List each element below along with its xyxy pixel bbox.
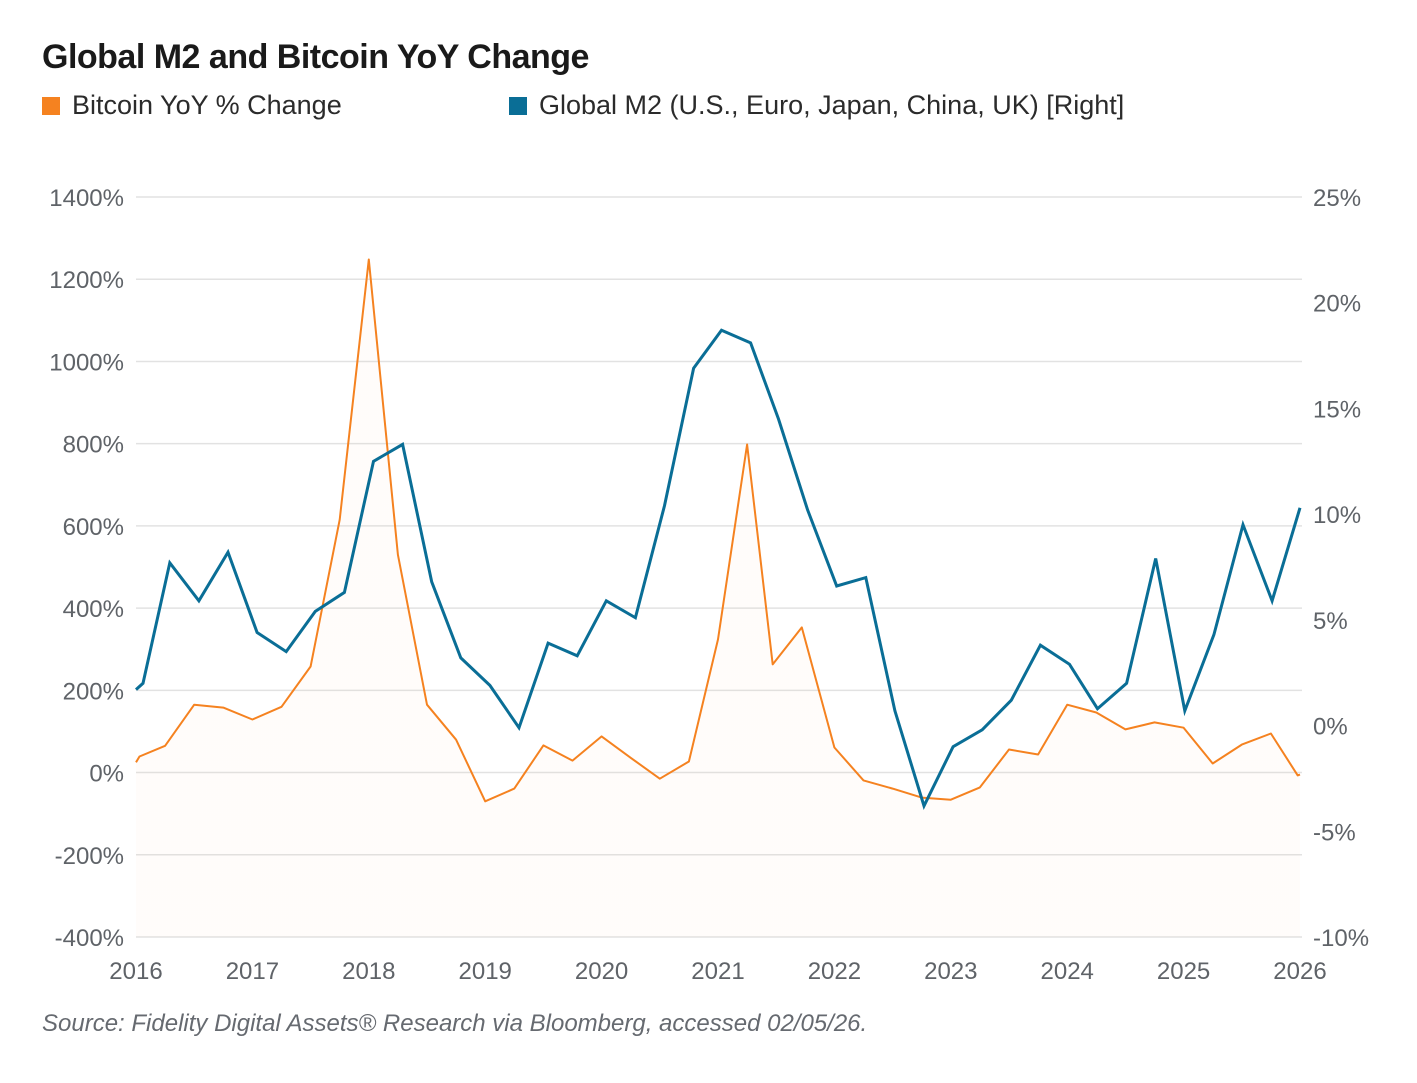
chart-title: Global M2 and Bitcoin YoY Change (42, 38, 589, 76)
source-note: Source: Fidelity Digital Assets® Researc… (42, 1010, 868, 1037)
x-axis-tick-label: 2021 (691, 958, 744, 985)
x-axis-tick-label: 2020 (575, 958, 628, 985)
left-axis-tick-label: -200% (55, 843, 124, 870)
left-axis-tick-label: 800% (63, 432, 124, 459)
left-axis-tick-label: 1200% (49, 267, 124, 294)
right-axis-tick-label: -5% (1313, 819, 1356, 846)
right-axis-tick-label: 10% (1313, 502, 1361, 529)
series-lines-layer (134, 258, 1302, 810)
right-axis-tick-label: 15% (1313, 396, 1361, 423)
right-axis-tick-label: -10% (1313, 925, 1369, 952)
bitcoin-area-fill (136, 259, 1300, 937)
left-axis-tick-label: 1000% (49, 349, 124, 376)
left-axis-tick-label: 600% (63, 514, 124, 541)
x-axis-tick-label: 2025 (1157, 958, 1210, 985)
legend-label-bitcoin: Bitcoin YoY % Change (72, 90, 342, 120)
legend-item-bitcoin: Bitcoin YoY % Change (42, 90, 342, 121)
right-axis: 25% 20% 15% 10% 5% 0% -5% -10% (1313, 185, 1369, 952)
x-axis-tick-label: 2023 (924, 958, 977, 985)
bitcoin-area-layer (136, 259, 1300, 937)
left-axis: 1400% 1200% 1000% 800% 600% 400% 200% 0% -200% -4… (49, 185, 124, 952)
x-axis-tick-label: 2017 (226, 958, 279, 985)
right-axis-tick-label: 5% (1313, 608, 1348, 635)
right-axis-tick-label: 0% (1313, 714, 1348, 741)
legend-swatch-bitcoin (42, 96, 60, 115)
legend: Bitcoin YoY % Change Global M2 (U.S., Eu… (42, 90, 1342, 126)
x-axis-tick-label: 2022 (808, 958, 861, 985)
x-axis: 2016 2017 2018 2019 2020 2021 2022 2023 2024 2025… (109, 958, 1326, 985)
bitcoin-line (135, 258, 1301, 803)
left-axis-tick-label: 1400% (49, 185, 124, 212)
x-axis-tick-label: 2019 (459, 958, 512, 985)
global-m2-line (134, 328, 1302, 810)
legend-item-global-m2: Global M2 (U.S., Euro, Japan, China, UK)… (509, 90, 1124, 121)
left-axis-tick-label: 400% (63, 596, 124, 623)
legend-label-global-m2: Global M2 (U.S., Euro, Japan, China, UK)… (539, 90, 1125, 120)
right-axis-tick-label: 25% (1313, 185, 1361, 212)
legend-swatch-global-m2 (509, 96, 527, 115)
x-axis-tick-label: 2026 (1273, 958, 1326, 985)
left-axis-tick-label: 0% (89, 761, 124, 788)
x-axis-tick-label: 2016 (109, 958, 162, 985)
right-axis-tick-label: 20% (1313, 291, 1361, 318)
left-axis-tick-label: -400% (55, 925, 124, 952)
x-axis-tick-label: 2018 (342, 958, 395, 985)
x-axis-tick-label: 2024 (1041, 958, 1094, 985)
left-axis-tick-label: 200% (63, 678, 124, 705)
